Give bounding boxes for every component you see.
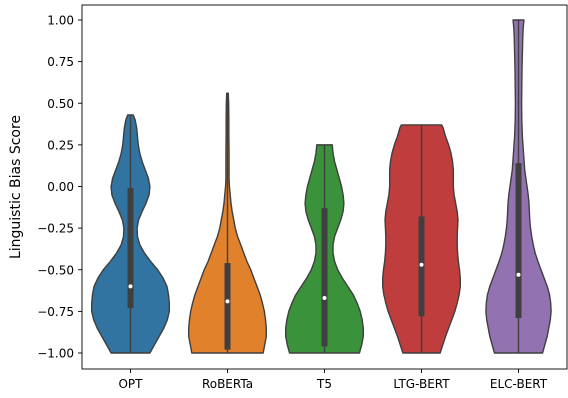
violins-layer <box>91 19 552 354</box>
x-tick-label: ELC-BERT <box>490 377 548 391</box>
y-axis: −1.00 −0.75 −0.50 −0.25 0.00 0.25 0.50 0.75 1.00 <box>37 14 82 361</box>
x-axis: OPT RoBERTa T5 LTG-BERT ELC-BERT <box>118 369 548 391</box>
y-axis-label: Linguistic Bias Score <box>8 115 24 259</box>
y-tick-label: −1.00 <box>37 347 74 361</box>
x-tick-label: OPT <box>118 377 143 391</box>
y-tick-label: −0.75 <box>37 305 74 319</box>
iqr-box <box>515 163 522 319</box>
y-tick-label: −0.50 <box>37 263 74 277</box>
iqr-box <box>127 188 134 309</box>
median-marker <box>419 262 424 267</box>
y-tick-label: 0.50 <box>47 97 74 111</box>
x-tick-label: T5 <box>316 377 332 391</box>
iqr-box <box>321 208 328 347</box>
y-tick-label: 0.00 <box>47 180 74 194</box>
median-marker <box>516 272 521 277</box>
median-marker <box>225 299 230 304</box>
y-tick-label: 0.25 <box>47 138 74 152</box>
x-tick-label: RoBERTa <box>202 377 253 391</box>
boxes-layer <box>127 20 522 353</box>
iqr-box <box>224 263 231 350</box>
x-tick-label: LTG-BERT <box>393 377 450 391</box>
y-tick-label: −0.25 <box>37 222 74 236</box>
y-tick-label: 0.75 <box>47 55 74 69</box>
plot-frame <box>81 4 568 370</box>
y-tick-label: 1.00 <box>47 14 74 28</box>
median-marker <box>128 284 133 289</box>
median-marker <box>322 296 327 301</box>
